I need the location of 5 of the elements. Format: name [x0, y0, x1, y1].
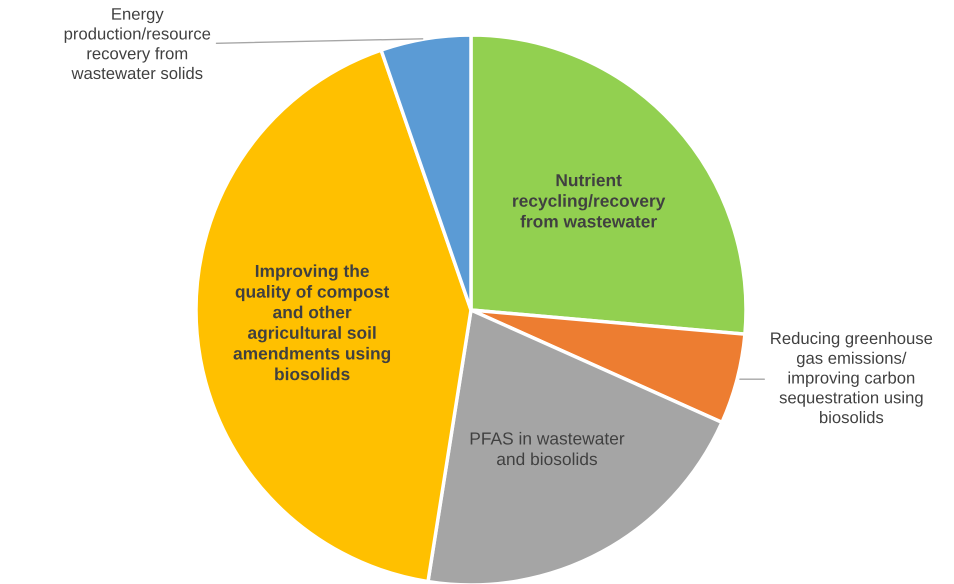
- slice-label: Reducing greenhouse gas emissions/ improving carbon sequestration using biosolids: [771, 332, 932, 424]
- slice-label: PFAS in wastewater and biosolids: [470, 432, 624, 466]
- slice-label: Nutrient recycling/recovery from wastewater: [513, 174, 666, 228]
- slice-label: Improving the quality of compost and other agricultural soil amendments using biosolids: [234, 264, 390, 380]
- slice-label: Energy production/resource recovery from wastewater solids: [64, 8, 210, 80]
